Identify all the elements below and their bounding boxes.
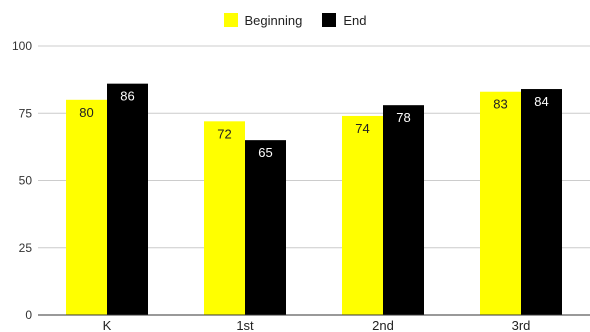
bar-data-label: 74 [355,121,369,136]
x-tick-label: 3rd [512,318,531,332]
bar-beginning-2nd [342,115,383,315]
bar-data-label: 84 [534,94,548,109]
chart-legend: Beginning End [0,10,590,30]
legend-swatch-end [322,13,337,27]
bar-data-label: 80 [79,105,93,120]
bar-data-label: 65 [258,145,272,160]
bar-end-k [107,83,148,315]
x-tick-label: K [103,318,112,332]
bar-data-label: 78 [396,110,410,125]
bar-beginning-3rd [480,91,521,315]
x-tick-label: 2nd [372,318,394,332]
bar-end-3rd [521,89,562,315]
bar-beginning-k [66,99,107,315]
legend-item-beginning: Beginning [223,12,303,28]
legend-label-beginning: Beginning [244,12,303,28]
bar-end-1st [245,140,286,315]
legend-label-end: End [343,12,367,28]
legend-swatch-beginning [223,13,238,27]
x-tick-label: 1st [236,318,254,332]
y-tick-label: 75 [19,106,33,120]
y-tick-label: 25 [19,241,33,255]
bar-beginning-1st [204,121,245,315]
legend-item-end: End [322,13,366,28]
bar-data-label: 72 [217,126,231,141]
y-tick-label: 0 [25,308,32,322]
bar-end-2nd [383,105,424,316]
y-tick-label: 100 [12,39,32,53]
bar-data-label: 83 [493,97,507,112]
bar-data-label: 86 [120,89,134,104]
y-tick-label: 50 [19,174,33,188]
